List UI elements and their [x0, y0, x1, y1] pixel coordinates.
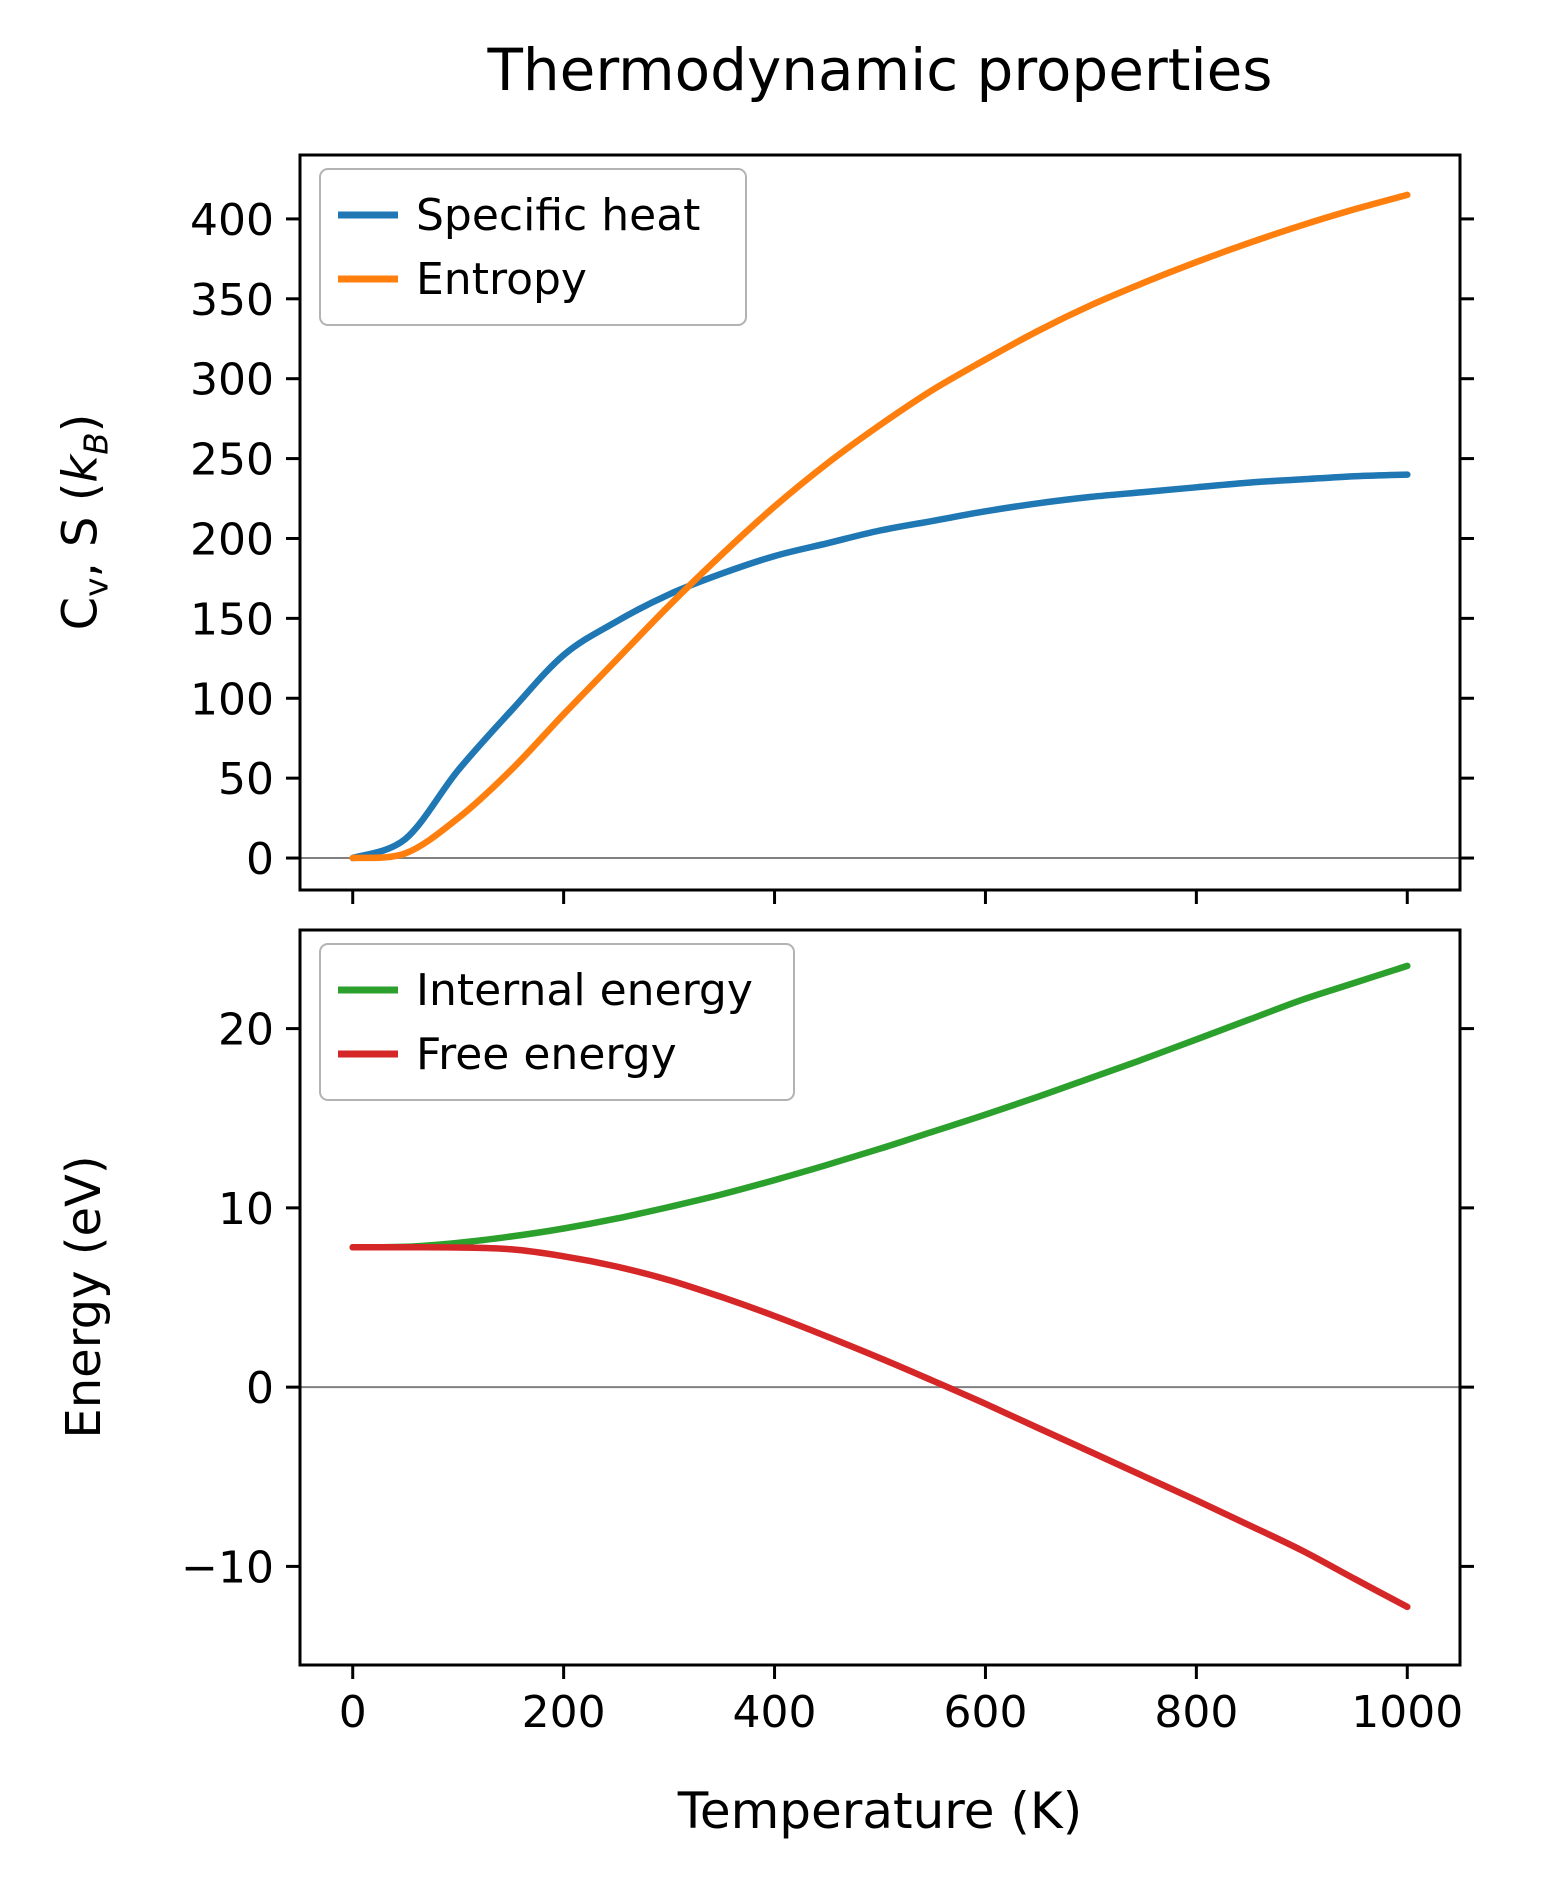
x-tick-label: 400	[733, 1687, 817, 1738]
y-tick-label: 400	[190, 195, 274, 246]
legend-box	[319, 168, 747, 326]
y-tick-label: 10	[218, 1184, 274, 1235]
y-tick-label: 150	[190, 594, 274, 645]
chart-title: Thermodynamic properties	[487, 36, 1273, 104]
series-line-entropy	[349, 191, 1411, 862]
legend-box	[319, 943, 795, 1101]
y-tick-label: 100	[190, 674, 274, 725]
legend-label-internal-energy: Internal energy	[416, 965, 753, 1016]
legend-label-specific-heat: Specific heat	[416, 190, 700, 241]
y-tick-label: 0	[246, 834, 274, 885]
y-tick-label: 300	[190, 355, 274, 406]
series-line-internal-energy	[349, 962, 1411, 1251]
x-tick-label: 800	[1154, 1687, 1238, 1738]
y-tick-label: 350	[190, 275, 274, 326]
x-tick-label: 200	[522, 1687, 606, 1738]
axes-spines	[298, 153, 1462, 892]
x-tick-label: 1000	[1351, 1687, 1463, 1738]
top-subplot: 0 50 100 150 200 250 300 350 400 Specific heat Ent…	[190, 153, 1474, 904]
series-line-free-energy	[349, 1244, 1411, 1611]
x-tick-label: 600	[943, 1687, 1027, 1738]
axes-spines	[298, 928, 1462, 1667]
y-tick-label: 50	[218, 754, 274, 805]
x-axis-label: Temperature (K)	[677, 1782, 1083, 1840]
y-tick-label: 200	[190, 514, 274, 565]
series-line-specific-heat	[349, 471, 1411, 862]
y-tick-label: 250	[190, 435, 274, 486]
y-tick-label: 0	[246, 1363, 274, 1414]
legend-label-free-energy: Free energy	[416, 1029, 677, 1080]
y-tick-label: −10	[181, 1542, 274, 1593]
x-tick-label: 0	[339, 1687, 367, 1738]
y-tick-label: 20	[218, 1005, 274, 1056]
legend-label-entropy: Entropy	[416, 254, 587, 305]
